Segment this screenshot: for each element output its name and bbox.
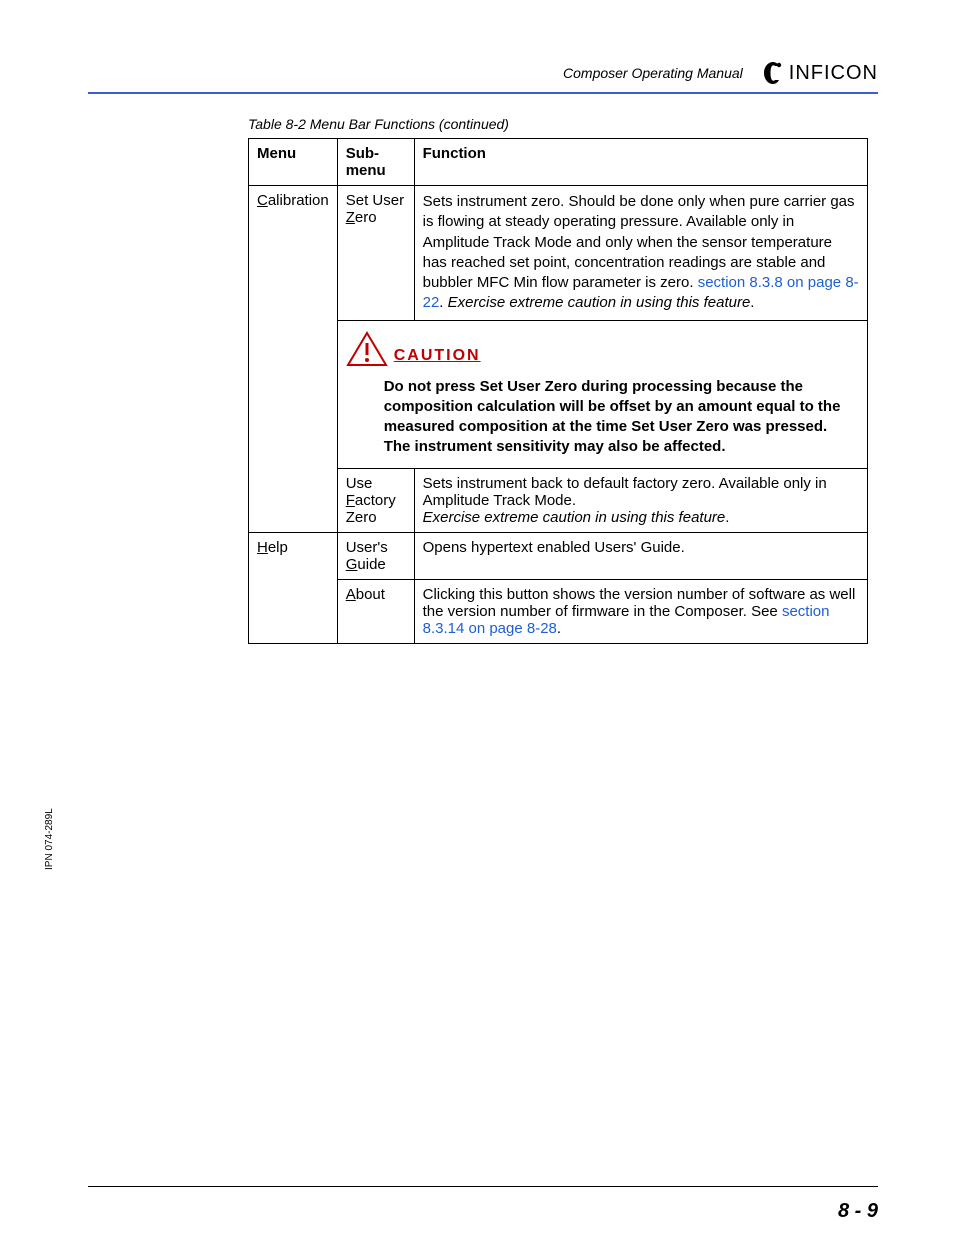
table-row: Help User's Guide Opens hypertext enable… (249, 532, 868, 579)
caution-block: CAUTION Do not press Set User Zero durin… (346, 327, 859, 462)
table-header-row: Menu Sub-menu Function (249, 139, 868, 186)
cell-menu-help: Help (249, 532, 338, 643)
cell-function-set-user-zero: Sets instrument zero. Should be done onl… (414, 186, 867, 321)
table-row: About Clicking this button shows the ver… (249, 579, 868, 643)
caution-label: CAUTION (394, 347, 481, 367)
page-content: Composer Operating Manual INFICON Table … (88, 60, 878, 644)
document-code: IPN 074-289L (44, 808, 55, 870)
table-row-caution: CAUTION Do not press Set User Zero durin… (249, 320, 868, 468)
manual-title: Composer Operating Manual (563, 65, 743, 81)
menu-functions-table: Menu Sub-menu Function Calibration Set U… (248, 138, 868, 644)
brand-logo: INFICON (761, 60, 878, 86)
cell-function-about: Clicking this button shows the version n… (414, 579, 867, 643)
caution-header: CAUTION (346, 331, 855, 367)
logo-text: INFICON (789, 62, 878, 85)
logo-icon (761, 60, 785, 86)
page-header: Composer Operating Manual INFICON (88, 60, 878, 94)
cell-function-use-factory-zero: Sets instrument back to default factory … (414, 468, 867, 532)
cell-menu-calibration: Calibration (249, 186, 338, 533)
cell-function-users-guide: Opens hypertext enabled Users' Guide. (414, 532, 867, 579)
main-content: Table 8-2 Menu Bar Functions (continued)… (248, 116, 868, 644)
cell-caution: CAUTION Do not press Set User Zero durin… (337, 320, 867, 468)
caution-body: Do not press Set User Zero during proces… (346, 377, 855, 458)
col-header-function: Function (414, 139, 867, 186)
page-number: 8 - 9 (838, 1200, 878, 1223)
table-row: Use Factory Zero Sets instrument back to… (249, 468, 868, 532)
table-caption: Table 8-2 Menu Bar Functions (continued) (248, 116, 868, 132)
cell-submenu-about: About (337, 579, 414, 643)
cell-submenu-set-user-zero: Set User Zero (337, 186, 414, 321)
warning-triangle-icon (346, 331, 388, 367)
col-header-menu: Menu (249, 139, 338, 186)
cell-submenu-use-factory-zero: Use Factory Zero (337, 468, 414, 532)
cell-submenu-users-guide: User's Guide (337, 532, 414, 579)
table-row: Calibration Set User Zero Sets instrumen… (249, 186, 868, 321)
footer-rule (88, 1186, 878, 1187)
col-header-submenu: Sub-menu (337, 139, 414, 186)
